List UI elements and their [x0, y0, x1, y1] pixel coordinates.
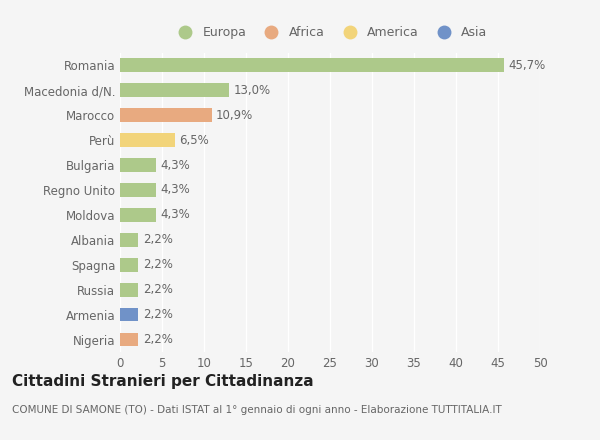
Text: 2,2%: 2,2%	[143, 233, 173, 246]
Text: 2,2%: 2,2%	[143, 308, 173, 321]
Text: Cittadini Stranieri per Cittadinanza: Cittadini Stranieri per Cittadinanza	[12, 374, 314, 389]
Text: 2,2%: 2,2%	[143, 333, 173, 346]
Text: COMUNE DI SAMONE (TO) - Dati ISTAT al 1° gennaio di ogni anno - Elaborazione TUT: COMUNE DI SAMONE (TO) - Dati ISTAT al 1°…	[12, 405, 502, 415]
Text: 6,5%: 6,5%	[179, 134, 209, 147]
Bar	[120, 233, 139, 247]
Text: 13,0%: 13,0%	[233, 84, 271, 97]
Text: 2,2%: 2,2%	[143, 283, 173, 296]
Bar	[120, 158, 156, 172]
Text: 4,3%: 4,3%	[160, 158, 190, 172]
Text: 45,7%: 45,7%	[508, 59, 545, 72]
Bar	[120, 133, 175, 147]
Text: 2,2%: 2,2%	[143, 258, 173, 271]
Text: 4,3%: 4,3%	[160, 209, 190, 221]
Bar	[120, 183, 156, 197]
Bar	[120, 333, 139, 346]
Bar	[120, 108, 212, 122]
Bar	[120, 83, 229, 97]
Bar	[120, 59, 504, 72]
Bar	[120, 258, 139, 271]
Bar	[120, 308, 139, 322]
Legend: Europa, Africa, America, Asia: Europa, Africa, America, Asia	[172, 26, 488, 39]
Text: 10,9%: 10,9%	[216, 109, 253, 121]
Text: 4,3%: 4,3%	[160, 183, 190, 196]
Bar	[120, 283, 139, 297]
Bar	[120, 208, 156, 222]
